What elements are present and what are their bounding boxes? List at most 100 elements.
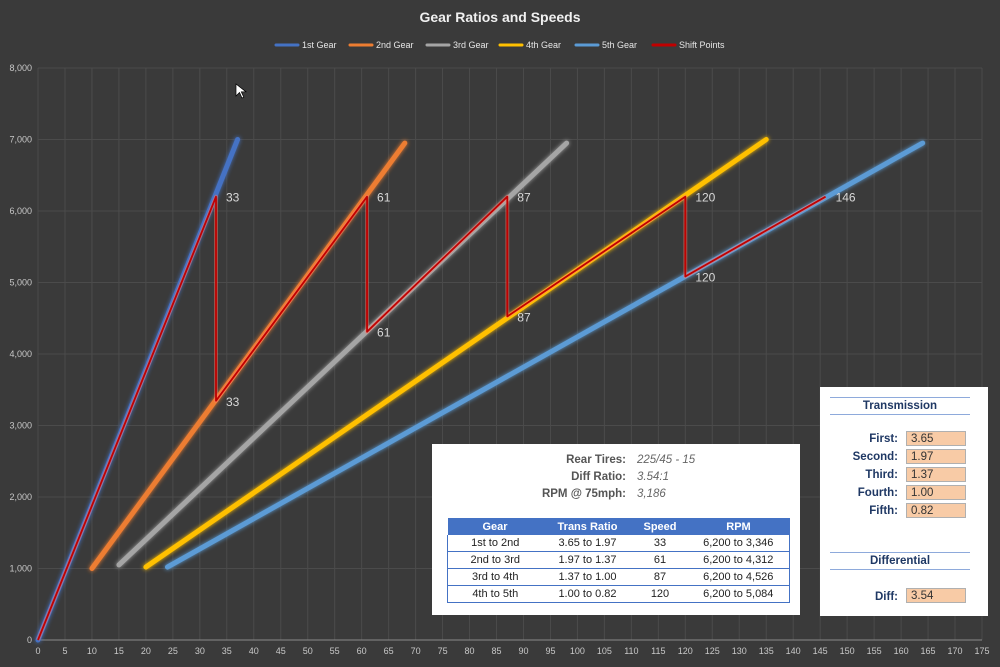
x-tick-label: 5 bbox=[62, 646, 67, 656]
diff-ratio-label: Diff Ratio: bbox=[571, 471, 626, 483]
data-label: 61 bbox=[377, 191, 391, 205]
fourth-gear-label: Fourth: bbox=[857, 487, 898, 499]
y-tick-label: 2,000 bbox=[9, 492, 32, 502]
data-label: 120 bbox=[695, 191, 715, 205]
x-tick-label: 135 bbox=[759, 646, 774, 656]
x-tick-label: 160 bbox=[894, 646, 909, 656]
diff-label: Diff: bbox=[875, 591, 898, 603]
table-row: 3rd to 4th 1.37 to 1.00 87 6,200 to 4,52… bbox=[447, 568, 790, 586]
x-tick-label: 110 bbox=[624, 646, 638, 656]
x-tick-label: 150 bbox=[840, 646, 855, 656]
transmission-title: Transmission bbox=[830, 397, 970, 415]
cell-speed: 33 bbox=[632, 535, 688, 552]
legend-label: 1st Gear bbox=[302, 40, 337, 50]
rpm-row: RPM @ 75mph: 3,186 bbox=[432, 488, 800, 502]
x-tick-label: 80 bbox=[465, 646, 475, 656]
cell-speed: 61 bbox=[632, 551, 688, 569]
cell-trans-ratio: 1.97 to 1.37 bbox=[542, 551, 633, 569]
x-tick-label: 10 bbox=[87, 646, 97, 656]
shift-table: Gear Trans Ratio Speed RPM 1st to 2nd 3.… bbox=[447, 518, 790, 603]
y-tick-label: 1,000 bbox=[9, 564, 32, 574]
data-label: 33 bbox=[226, 191, 240, 205]
x-tick-label: 35 bbox=[222, 646, 232, 656]
rpm-label: RPM @ 75mph: bbox=[541, 488, 626, 500]
table-header-row: Gear Trans Ratio Speed RPM bbox=[447, 518, 790, 535]
legend: 1st Gear 2nd Gear 3rd Gear 4th Gear 5th Gear… bbox=[274, 40, 725, 50]
legend-label: 4th Gear bbox=[526, 40, 561, 50]
y-tick-label: 8,000 bbox=[9, 63, 32, 73]
x-tick-label: 25 bbox=[168, 646, 178, 656]
cell-gear: 2nd to 3rd bbox=[447, 551, 543, 569]
y-tick-label: 4,000 bbox=[9, 349, 32, 359]
y-tick-label: 7,000 bbox=[9, 135, 32, 145]
y-tick-label: 6,000 bbox=[9, 206, 32, 216]
x-tick-label: 50 bbox=[303, 646, 313, 656]
header-trans-ratio: Trans Ratio bbox=[542, 518, 633, 535]
data-label: 87 bbox=[517, 191, 531, 205]
y-tick-label: 5,000 bbox=[9, 278, 32, 288]
legend-label: 2nd Gear bbox=[376, 40, 414, 50]
fourth-gear-input[interactable]: 1.00 bbox=[906, 485, 966, 500]
x-tick-label: 75 bbox=[438, 646, 448, 656]
legend-label: 5th Gear bbox=[602, 40, 637, 50]
x-tick-label: 45 bbox=[276, 646, 286, 656]
table-row: 2nd to 3rd 1.97 to 1.37 61 6,200 to 4,31… bbox=[447, 551, 790, 569]
diff-input[interactable]: 3.54 bbox=[906, 588, 966, 603]
data-label: 146 bbox=[836, 191, 856, 205]
rear-tires-label: Rear Tires: bbox=[566, 454, 626, 466]
x-tick-label: 95 bbox=[545, 646, 555, 656]
cell-rpm: 6,200 to 5,084 bbox=[687, 585, 790, 603]
second-gear-input[interactable]: 1.97 bbox=[906, 449, 966, 464]
differential-title: Differential bbox=[830, 552, 970, 570]
first-gear-label: First: bbox=[869, 433, 898, 445]
header-gear: Gear bbox=[447, 518, 543, 535]
cell-gear: 1st to 2nd bbox=[447, 535, 543, 552]
y-tick-label: 3,000 bbox=[9, 421, 32, 431]
cell-trans-ratio: 3.65 to 1.97 bbox=[542, 535, 633, 552]
cell-rpm: 6,200 to 3,346 bbox=[687, 535, 790, 552]
table-row: 1st to 2nd 3.65 to 1.97 33 6,200 to 3,34… bbox=[447, 535, 790, 552]
x-tick-label: 175 bbox=[974, 646, 989, 656]
x-tick-label: 125 bbox=[705, 646, 720, 656]
x-tick-label: 70 bbox=[411, 646, 421, 656]
cell-trans-ratio: 1.00 to 0.82 bbox=[542, 585, 633, 603]
series-line-3rd-gear bbox=[116, 140, 570, 568]
chart-title: Gear Ratios and Speeds bbox=[419, 9, 580, 25]
x-tick-label: 130 bbox=[732, 646, 747, 656]
fifth-gear-input[interactable]: 0.82 bbox=[906, 503, 966, 518]
x-tick-label: 145 bbox=[813, 646, 828, 656]
rpm-value: 3,186 bbox=[637, 488, 666, 500]
x-tick-label: 15 bbox=[114, 646, 124, 656]
mouse-cursor-icon bbox=[235, 83, 248, 99]
header-speed: Speed bbox=[632, 518, 688, 535]
data-label: 61 bbox=[377, 326, 391, 340]
diff-ratio-row: Diff Ratio: 3.54:1 bbox=[432, 471, 800, 485]
x-tick-label: 55 bbox=[330, 646, 340, 656]
cell-rpm: 6,200 to 4,526 bbox=[687, 568, 790, 586]
data-labels: 33 33 61 61 87 87 120 120 146 bbox=[226, 191, 856, 409]
data-label: 120 bbox=[695, 270, 715, 284]
x-tick-label: 40 bbox=[249, 646, 259, 656]
x-tick-label: 170 bbox=[948, 646, 963, 656]
x-tick-label: 115 bbox=[651, 646, 665, 656]
data-label: 33 bbox=[226, 395, 240, 409]
second-gear-label: Second: bbox=[852, 451, 898, 463]
cell-speed: 120 bbox=[632, 585, 688, 603]
x-tick-label: 65 bbox=[384, 646, 394, 656]
cell-gear: 4th to 5th bbox=[447, 585, 543, 603]
diff-ratio-value: 3.54:1 bbox=[637, 471, 669, 483]
x-tick-label: 90 bbox=[518, 646, 528, 656]
first-gear-input[interactable]: 3.65 bbox=[906, 431, 966, 446]
x-tick-label: 20 bbox=[141, 646, 151, 656]
legend-label: Shift Points bbox=[679, 40, 725, 50]
third-gear-label: Third: bbox=[865, 469, 898, 481]
x-tick-label: 155 bbox=[867, 646, 882, 656]
third-gear-input[interactable]: 1.37 bbox=[906, 467, 966, 482]
y-tick-label: 0 bbox=[27, 635, 32, 645]
cell-gear: 3rd to 4th bbox=[447, 568, 543, 586]
legend-label: 3rd Gear bbox=[453, 40, 489, 50]
x-tick-label: 165 bbox=[921, 646, 936, 656]
transmission-panel: Transmission First: 3.65 Second: 1.97 Th… bbox=[820, 387, 988, 616]
cell-rpm: 6,200 to 4,312 bbox=[687, 551, 790, 569]
